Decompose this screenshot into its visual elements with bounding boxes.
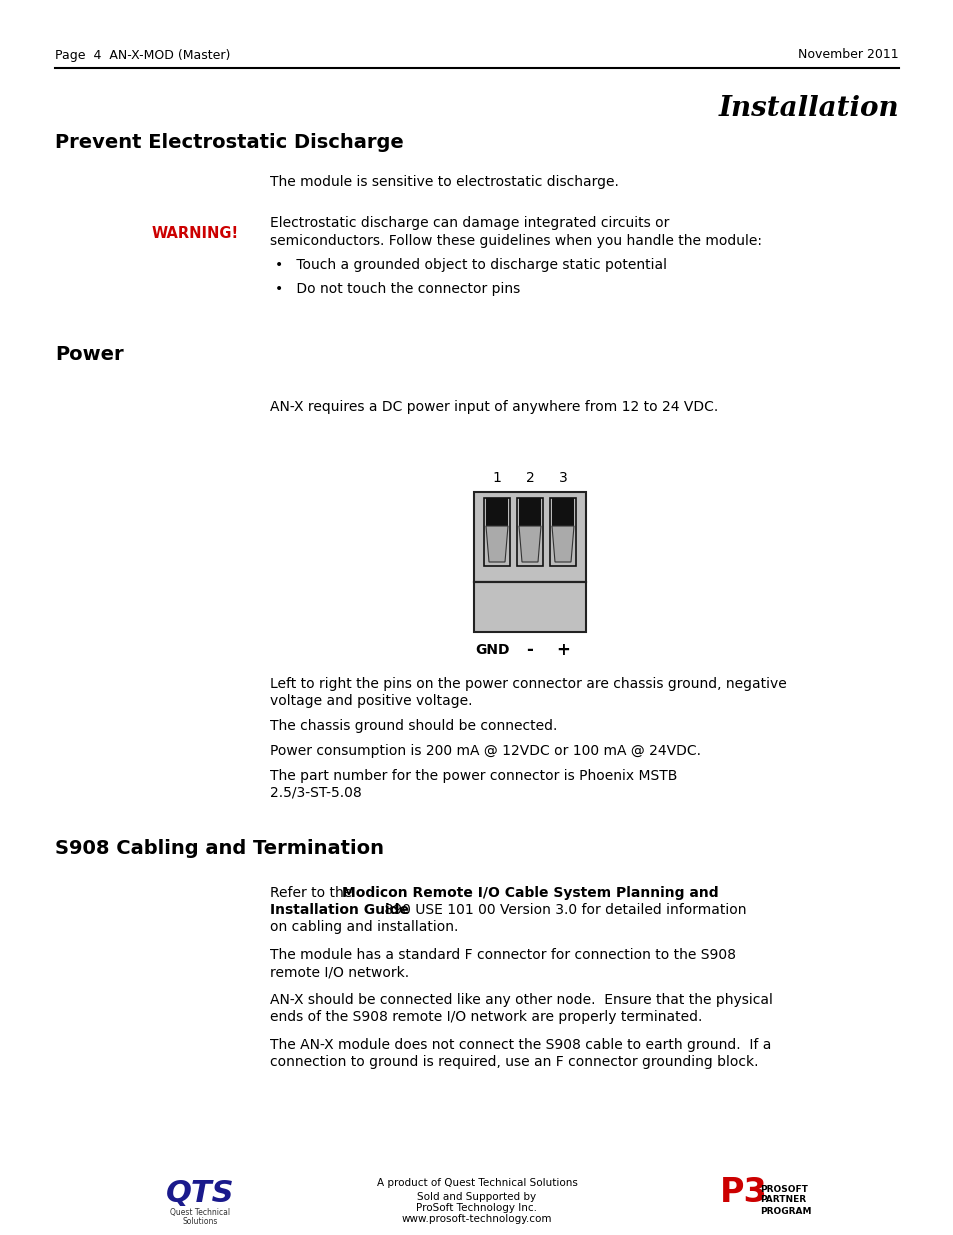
Text: 890 USE 101 00 Version 3.0 for detailed information: 890 USE 101 00 Version 3.0 for detailed … — [379, 903, 745, 918]
Bar — [517, 498, 542, 566]
Text: The part number for the power connector is Phoenix MSTB: The part number for the power connector … — [270, 769, 677, 783]
Text: Power: Power — [55, 346, 124, 364]
Text: PROSOFT: PROSOFT — [760, 1184, 807, 1193]
Text: P3: P3 — [720, 1177, 767, 1209]
Bar — [474, 582, 585, 632]
Text: 1: 1 — [492, 471, 501, 485]
Text: Refer to the: Refer to the — [270, 885, 356, 900]
Text: Page  4  AN-X-MOD (Master): Page 4 AN-X-MOD (Master) — [55, 48, 230, 62]
Text: A product of Quest Technical Solutions: A product of Quest Technical Solutions — [376, 1178, 577, 1188]
Text: November 2011: November 2011 — [798, 48, 898, 62]
Polygon shape — [552, 526, 574, 562]
Text: +: + — [556, 641, 569, 659]
Text: •   Do not touch the connector pins: • Do not touch the connector pins — [274, 282, 519, 296]
Text: PROGRAM: PROGRAM — [760, 1207, 811, 1215]
Text: Solutions: Solutions — [182, 1218, 217, 1226]
Text: connection to ground is required, use an F connector grounding block.: connection to ground is required, use an… — [270, 1055, 758, 1070]
Text: Modicon Remote I/O Cable System Planning and: Modicon Remote I/O Cable System Planning… — [342, 885, 718, 900]
Text: 3: 3 — [558, 471, 567, 485]
Text: on cabling and installation.: on cabling and installation. — [270, 920, 457, 934]
Text: Left to right the pins on the power connector are chassis ground, negative: Left to right the pins on the power conn… — [270, 677, 786, 692]
Text: Prevent Electrostatic Discharge: Prevent Electrostatic Discharge — [55, 132, 403, 152]
Text: Power consumption is 200 mA @ 12VDC or 100 mA @ 24VDC.: Power consumption is 200 mA @ 12VDC or 1… — [270, 743, 700, 758]
Text: Electrostatic discharge can damage integrated circuits or: Electrostatic discharge can damage integ… — [270, 216, 669, 230]
Text: •   Touch a grounded object to discharge static potential: • Touch a grounded object to discharge s… — [274, 258, 666, 272]
Text: ProSoft Technology Inc.: ProSoft Technology Inc. — [416, 1203, 537, 1213]
Text: GND: GND — [476, 643, 510, 657]
Text: QTS: QTS — [166, 1178, 234, 1208]
Text: AN-X requires a DC power input of anywhere from 12 to 24 VDC.: AN-X requires a DC power input of anywhe… — [270, 400, 718, 414]
Text: Sold and Supported by: Sold and Supported by — [417, 1192, 536, 1202]
Text: The module is sensitive to electrostatic discharge.: The module is sensitive to electrostatic… — [270, 175, 618, 189]
Bar — [550, 498, 576, 566]
Text: voltage and positive voltage.: voltage and positive voltage. — [270, 694, 472, 708]
Text: AN-X should be connected like any other node.  Ensure that the physical: AN-X should be connected like any other … — [270, 993, 772, 1007]
Text: 2.5/3-ST-5.08: 2.5/3-ST-5.08 — [270, 785, 361, 800]
Bar — [485, 498, 507, 526]
Text: The chassis ground should be connected.: The chassis ground should be connected. — [270, 719, 557, 734]
Bar — [474, 492, 585, 582]
Text: semiconductors. Follow these guidelines when you handle the module:: semiconductors. Follow these guidelines … — [270, 233, 761, 248]
Text: The AN-X module does not connect the S908 cable to earth ground.  If a: The AN-X module does not connect the S90… — [270, 1037, 771, 1052]
Text: Installation: Installation — [718, 95, 898, 121]
Bar — [483, 498, 510, 566]
Text: www.prosoft-technology.com: www.prosoft-technology.com — [401, 1214, 552, 1224]
Text: Quest Technical: Quest Technical — [170, 1209, 230, 1218]
Bar — [552, 498, 574, 526]
Polygon shape — [518, 526, 540, 562]
Text: PARTNER: PARTNER — [760, 1195, 805, 1204]
Text: The module has a standard F connector for connection to the S908: The module has a standard F connector fo… — [270, 948, 735, 962]
Text: -: - — [526, 641, 533, 659]
Text: WARNING!: WARNING! — [152, 226, 238, 241]
Text: remote I/O network.: remote I/O network. — [270, 965, 409, 979]
Text: 2: 2 — [525, 471, 534, 485]
Polygon shape — [485, 526, 507, 562]
Text: S908 Cabling and Termination: S908 Cabling and Termination — [55, 839, 384, 857]
Text: ends of the S908 remote I/O network are properly terminated.: ends of the S908 remote I/O network are … — [270, 1010, 701, 1024]
Text: Installation Guide: Installation Guide — [270, 903, 409, 918]
Bar — [518, 498, 540, 526]
